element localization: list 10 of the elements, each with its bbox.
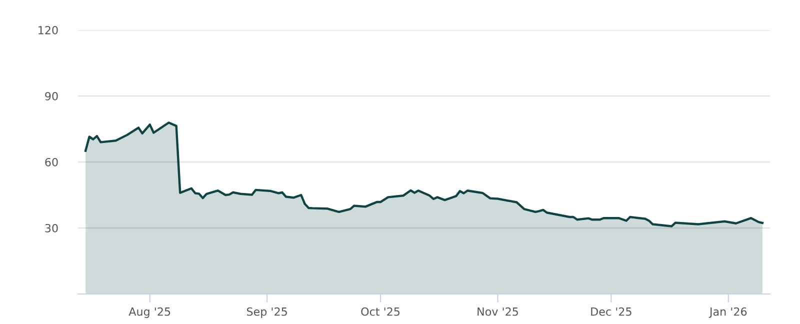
y-tick-label: 90 [45, 92, 58, 100]
x-tick-label: Oct '25 [361, 307, 400, 316]
x-tick-label: Jan '26 [708, 307, 747, 318]
x-tick-label: Sep '25 [246, 307, 287, 318]
x-tick-label: Dec '25 [591, 307, 632, 316]
x-tick-label: Aug '25 [128, 307, 170, 318]
y-tick-label: 120 [38, 26, 58, 34]
y-tick-label: 30 [45, 224, 58, 232]
y-tick-label: 60 [45, 158, 58, 166]
x-tick-label: Nov '25 [478, 307, 518, 316]
